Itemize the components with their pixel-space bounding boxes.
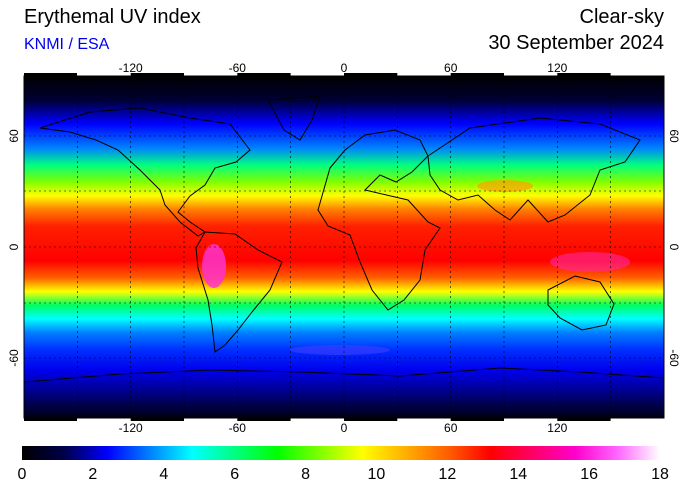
- colorbar-ticks: 0 2 4 6 8 10 12 14 16 18: [18, 466, 669, 483]
- longitude-labels-bottom: -120 -60 0 60 120: [119, 421, 568, 435]
- lon-label: 0: [341, 61, 348, 75]
- lon-label: 0: [341, 421, 348, 435]
- colorbar-strip: [22, 446, 660, 460]
- lat-label: -60: [667, 349, 681, 367]
- lon-label: -60: [229, 421, 247, 435]
- colorbar-tick-label: 18: [651, 466, 669, 483]
- lon-label: 60: [444, 421, 458, 435]
- lat-label: 0: [667, 244, 681, 251]
- colorbar-tick-label: 0: [18, 466, 27, 483]
- sky-condition-label: Clear-sky: [579, 6, 664, 28]
- colorbar-tick-label: 16: [580, 466, 598, 483]
- maritime-hotspot: [550, 252, 630, 272]
- lon-label: -60: [229, 61, 247, 75]
- uv-world-map: -120 -60 0 60 120 -120 -60 0 60 120 60 0…: [7, 61, 681, 435]
- lon-label: 120: [547, 421, 567, 435]
- lat-label: 60: [667, 129, 681, 143]
- longitude-labels-top: -120 -60 0 60 120: [119, 61, 568, 75]
- greenland-outline: [267, 95, 321, 141]
- colorbar-tick-label: 10: [368, 466, 386, 483]
- tibet-patch: [477, 180, 533, 192]
- frame-checker: [24, 73, 611, 421]
- colorbar-tick-label: 12: [438, 466, 456, 483]
- lat-label: 0: [7, 243, 21, 250]
- lon-label: -120: [119, 421, 143, 435]
- lon-label: 120: [547, 61, 567, 75]
- lon-label: -120: [119, 61, 143, 75]
- lat-label: 60: [7, 129, 21, 143]
- map-title: Erythemal UV index: [24, 6, 201, 28]
- antarctica-outline: [24, 367, 664, 383]
- australia-outline: [547, 275, 615, 331]
- colorbar-tick-label: 2: [88, 466, 97, 483]
- colorbar-tick-label: 6: [230, 466, 239, 483]
- data-source-label: KNMI / ESA: [24, 36, 110, 53]
- colorbar-tick-label: 14: [509, 466, 527, 483]
- europe-africa-outline: [317, 129, 441, 311]
- latitude-labels-left: 60 0 -60: [7, 129, 21, 367]
- colorbar-tick-label: 8: [301, 466, 310, 483]
- antarctic-patch: [290, 345, 390, 355]
- graticule: [24, 76, 664, 418]
- colorbar-tick-label: 4: [159, 466, 168, 483]
- andes-hotspot: [202, 244, 226, 288]
- date-label: 30 September 2024: [488, 32, 664, 54]
- lat-label: -60: [7, 349, 21, 367]
- south-america-outline: [195, 231, 283, 353]
- latitude-labels-right: 60 0 -60: [667, 129, 681, 367]
- lon-label: 60: [444, 61, 458, 75]
- asia-outline: [427, 117, 641, 223]
